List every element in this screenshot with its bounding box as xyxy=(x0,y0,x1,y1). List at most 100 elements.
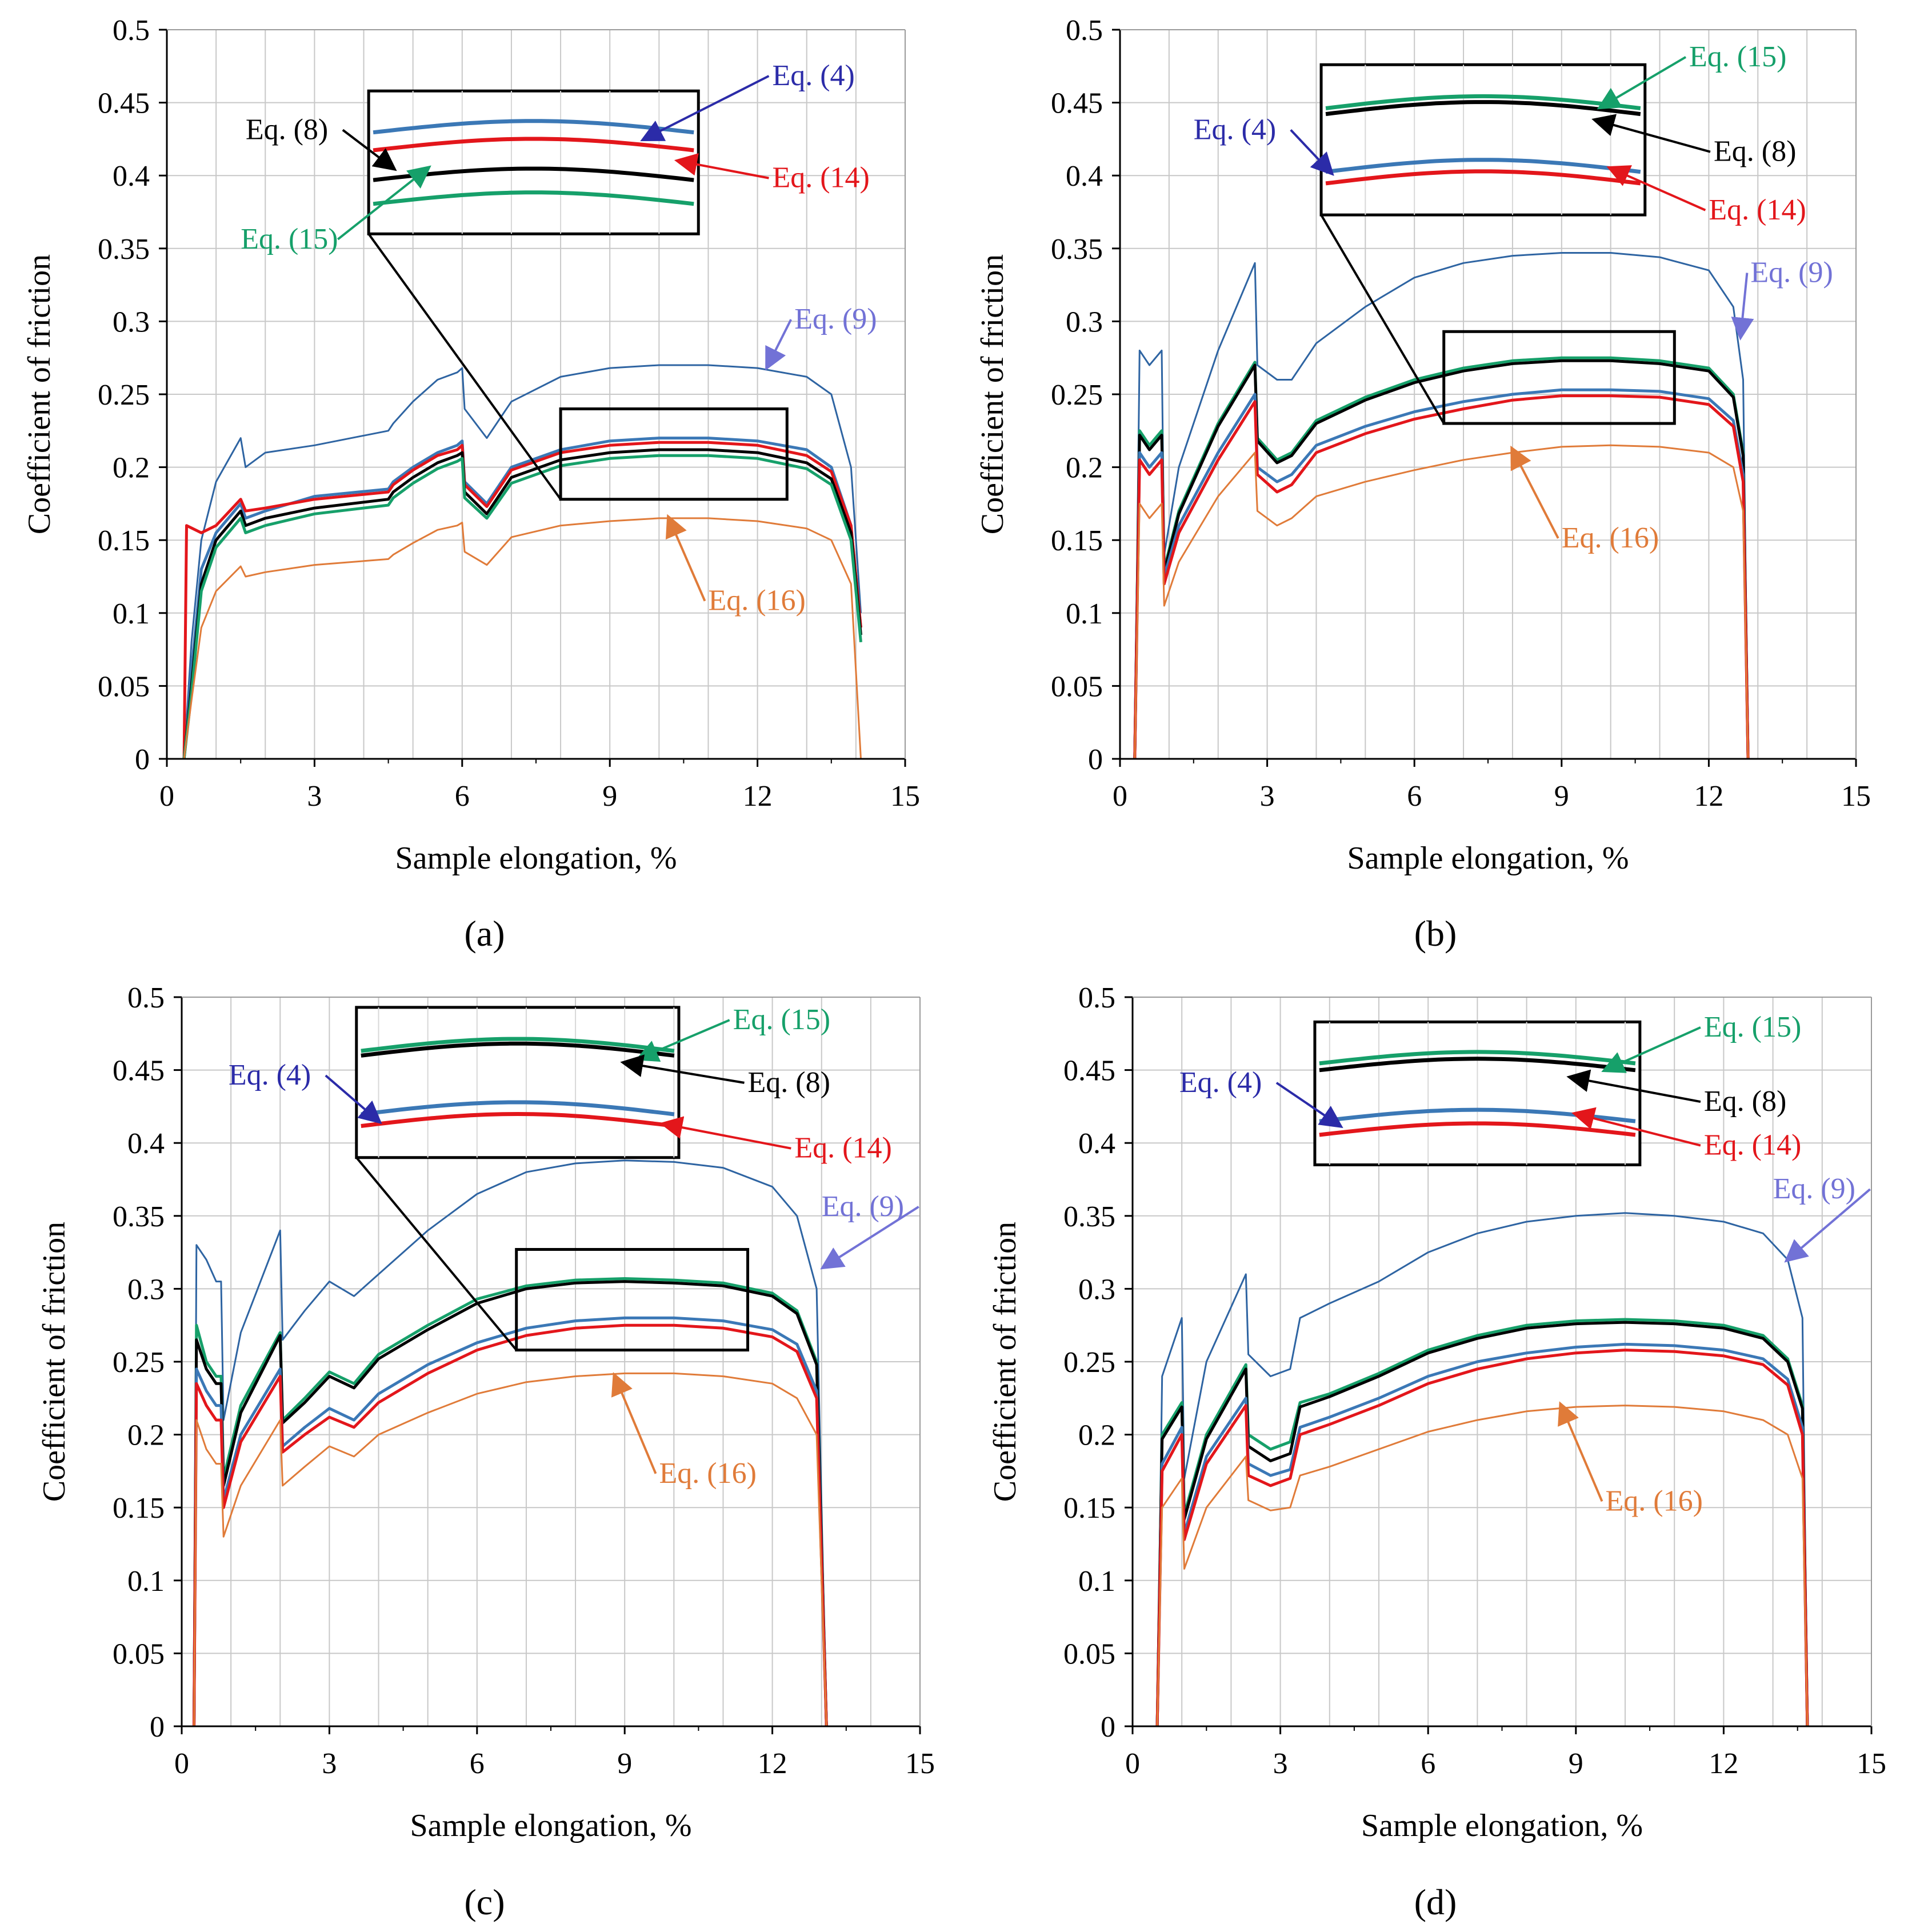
label-eq14: Eq. (14) xyxy=(794,1132,891,1165)
y-tick-label: 0.5 xyxy=(1078,982,1115,1014)
inset-box xyxy=(1319,63,1647,217)
series-line-eq8 xyxy=(1155,1321,1809,1727)
x-axis-title: Sample elongation, % xyxy=(395,841,677,876)
x-tick-label: 3 xyxy=(322,1747,337,1780)
y-axis-title: Coefficient of friction xyxy=(987,1222,1023,1502)
x-tick-label: 15 xyxy=(905,1747,935,1780)
y-tick-label: 0.15 xyxy=(98,525,150,557)
label-eq15: Eq. (15) xyxy=(733,1003,830,1036)
arrow-eq8 xyxy=(342,129,397,171)
label-eq16: Eq. (16) xyxy=(1562,522,1659,554)
label-eq8: Eq. (8) xyxy=(246,113,328,146)
arrow-eq4 xyxy=(325,1074,382,1125)
label-eq16: Eq. (16) xyxy=(708,585,805,617)
arrow-eq4 xyxy=(1290,129,1334,176)
y-tick-label: 0.4 xyxy=(113,160,150,193)
inset-line-eq8 xyxy=(361,1041,675,1058)
arrow-eq16 xyxy=(1510,445,1559,539)
x-tick-label: 9 xyxy=(602,780,617,813)
zoom-connector xyxy=(1320,214,1445,425)
label-eq4: Eq. (4) xyxy=(229,1059,311,1091)
y-tick-label: 0.35 xyxy=(1063,1201,1115,1233)
caption-c: (c) xyxy=(464,1882,505,1922)
y-tick-label: 0.25 xyxy=(1063,1346,1115,1379)
inset-line-eq8 xyxy=(1319,1057,1636,1073)
y-tick-label: 0.15 xyxy=(1051,525,1103,557)
y-tick-label: 0.45 xyxy=(98,87,150,120)
x-tick-label: 3 xyxy=(307,780,322,813)
y-tick-label: 0.45 xyxy=(1051,87,1103,120)
y-tick-label: 0.3 xyxy=(1078,1273,1115,1306)
arrow-eq15 xyxy=(1597,56,1687,110)
series-line-eq15 xyxy=(182,454,862,759)
x-tick-label: 9 xyxy=(1569,1747,1583,1780)
series-line-eq14 xyxy=(182,441,862,759)
y-tick-label: 0.25 xyxy=(98,379,150,411)
arrow-eq8 xyxy=(1591,114,1711,153)
arrow-eq16 xyxy=(611,1372,657,1474)
series-line-eq8 xyxy=(193,1280,828,1727)
x-tick-label: 9 xyxy=(617,1747,632,1780)
label-eq8: Eq. (8) xyxy=(748,1066,830,1099)
label-eq4: Eq. (4) xyxy=(1194,113,1276,146)
x-tick-label: 15 xyxy=(1857,1747,1886,1780)
x-tick-label: 3 xyxy=(1273,1747,1288,1780)
arrow-eq14 xyxy=(659,1116,791,1150)
inset-line-eq14 xyxy=(1325,169,1641,186)
y-tick-label: 0.2 xyxy=(1078,1419,1115,1452)
inset-line-eq14 xyxy=(361,1111,675,1128)
chart-panel-a: 0 0.05 0.1 0.15 0.2 0.25 0.3 0.35 0.4 0.45 0.5 0 3 6 9… xyxy=(22,14,920,876)
x-tick-label: 6 xyxy=(455,780,470,813)
series-line-eq9 xyxy=(1156,1212,1809,1727)
x-tick-label: 12 xyxy=(758,1747,787,1780)
label-eq4: Eq. (4) xyxy=(772,59,854,92)
arrow-eq4 xyxy=(1275,1082,1343,1129)
y-tick-label: 0.05 xyxy=(1051,670,1103,703)
x-axis-title: Sample elongation, % xyxy=(410,1808,691,1843)
y-tick-label: 0 xyxy=(150,1711,165,1743)
inset-line-eq15 xyxy=(373,190,694,206)
zoom-connector xyxy=(367,233,562,500)
x-tick-label: 0 xyxy=(159,780,174,813)
y-tick-label: 0.35 xyxy=(98,233,150,266)
label-eq15: Eq. (15) xyxy=(1689,41,1786,73)
label-eq16: Eq. (16) xyxy=(1606,1485,1703,1517)
y-tick-label: 0.2 xyxy=(1066,452,1103,485)
y-tick-label: 0.05 xyxy=(113,1638,165,1670)
inset-line-eq4 xyxy=(1325,158,1641,174)
label-eq9: Eq. (9) xyxy=(1773,1173,1855,1205)
y-tick-label: 0.4 xyxy=(1066,160,1103,193)
arrow-eq9 xyxy=(765,319,792,371)
y-tick-label: 0.4 xyxy=(127,1127,165,1160)
label-eq14: Eq. (14) xyxy=(1709,194,1806,226)
arrow-eq14 xyxy=(1571,1107,1701,1147)
chart-panel-d: 0 0.05 0.1 0.15 0.2 0.25 0.3 0.35 0.4 0.45 0.5 0 3 6 9… xyxy=(987,982,1886,1843)
series-line-eq16 xyxy=(183,517,862,759)
series-line-eq15 xyxy=(193,1277,828,1727)
inset-line-eq15 xyxy=(1319,1050,1636,1066)
label-eq15: Eq. (15) xyxy=(241,223,338,255)
label-eq8: Eq. (8) xyxy=(1714,135,1796,168)
series-line-eq14 xyxy=(1155,1349,1809,1727)
label-eq8: Eq. (8) xyxy=(1704,1085,1786,1118)
series-line-eq8 xyxy=(182,448,862,759)
series-line-eq16 xyxy=(1156,1405,1809,1727)
arrow-eq8 xyxy=(1566,1069,1701,1103)
arrow-eq8 xyxy=(620,1054,745,1084)
arrow-eq4 xyxy=(640,75,770,142)
series-line-eq16 xyxy=(1134,444,1749,759)
y-tick-label: 0.5 xyxy=(113,14,150,47)
x-tick-label: 6 xyxy=(470,1747,485,1780)
caption-d: (d) xyxy=(1414,1882,1457,1922)
series-line-eq14 xyxy=(193,1323,828,1727)
y-tick-label: 0.45 xyxy=(113,1055,165,1087)
y-tick-label: 0.3 xyxy=(113,306,150,338)
y-tick-label: 0.5 xyxy=(127,982,165,1014)
arrow-eq16 xyxy=(665,514,706,602)
y-tick-label: 0.15 xyxy=(113,1492,165,1525)
series-line-eq4 xyxy=(193,1316,828,1727)
series-line-eq16 xyxy=(193,1372,827,1727)
y-tick-label: 0.05 xyxy=(1063,1638,1115,1670)
y-axis-title: Coefficient of friction xyxy=(975,254,1010,534)
label-eq9: Eq. (9) xyxy=(794,303,877,335)
